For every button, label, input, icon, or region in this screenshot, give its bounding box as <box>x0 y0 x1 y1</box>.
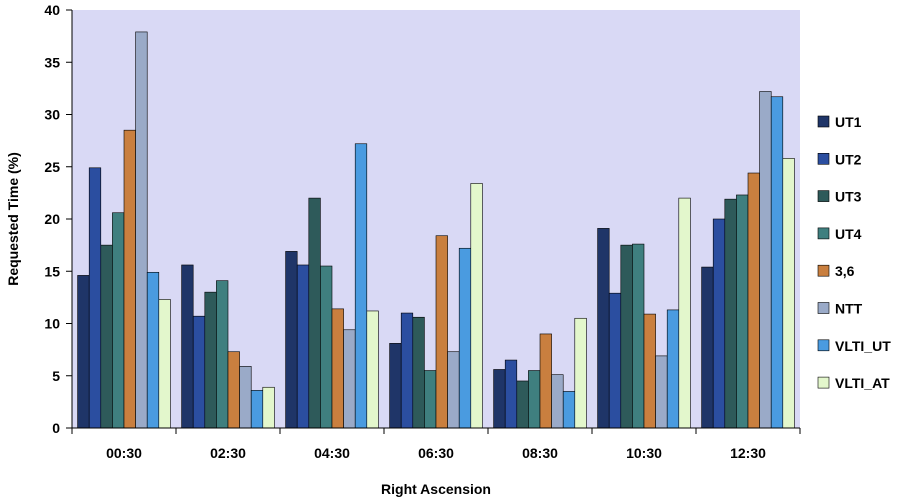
legend-label: VLTI_AT <box>835 375 890 391</box>
bar-ut4-0630 <box>424 370 437 429</box>
bar-ntt-0630 <box>447 351 460 429</box>
bar-vlti-ut-1230 <box>770 96 784 429</box>
y-tick-label: 15 <box>44 263 60 279</box>
legend-swatch <box>817 264 830 277</box>
y-axis-ticks: 0 5 10 15 20 25 30 35 40 <box>44 2 72 436</box>
bar-3-6-0230 <box>227 351 240 429</box>
bar-vlti-at-1030 <box>678 197 691 429</box>
legend-swatch <box>817 339 830 352</box>
legend-swatch <box>817 115 830 128</box>
bar-vlti-ut-1030 <box>666 309 680 429</box>
legend-swatch <box>817 153 830 165</box>
legend-label: UT3 <box>835 189 862 205</box>
bar-vlti-at-0230 <box>262 386 275 429</box>
legend-label: UT4 <box>835 226 862 242</box>
y-tick-label: 20 <box>44 211 60 227</box>
bar-3-6-0430 <box>331 308 344 429</box>
bar-ut4-0030 <box>112 212 125 429</box>
y-axis-title: Requested Time (%) <box>5 152 21 286</box>
legend-swatch <box>817 227 830 240</box>
x-tick-label: 06:30 <box>418 445 454 461</box>
x-tick-label: 02:30 <box>210 445 246 461</box>
bar-vlti-ut-0830 <box>562 391 576 429</box>
bar-ut1-0230 <box>181 264 194 429</box>
y-tick-label: 5 <box>52 368 60 384</box>
x-tick-label: 04:30 <box>314 445 350 461</box>
bar-ut2-0830 <box>504 359 518 429</box>
legend-label: UT2 <box>835 151 862 167</box>
bar-ut2-0630 <box>400 312 414 429</box>
legend-label: 3,6 <box>835 263 855 279</box>
legend-swatch <box>817 302 830 314</box>
bar-vlti-ut-0230 <box>250 390 264 429</box>
y-tick-label: 0 <box>52 420 60 436</box>
legend-swatch <box>817 376 830 389</box>
bar-ut4-0230 <box>216 280 229 429</box>
x-tick-label: 00:30 <box>106 445 142 461</box>
bar-ut1-0430 <box>285 251 298 429</box>
bar-ut3-1230 <box>724 198 737 429</box>
legend-label: VLTI_UT <box>835 338 891 354</box>
bar-3-6-0630 <box>435 235 448 429</box>
bars-group <box>77 31 795 429</box>
bar-ntt-0430 <box>343 329 356 429</box>
bar-ut1-0030 <box>77 275 90 429</box>
y-tick-label: 10 <box>44 316 60 332</box>
bar-3-6-1230 <box>747 172 760 429</box>
bar-ut2-0230 <box>192 315 206 429</box>
bar-ntt-1230 <box>759 91 772 429</box>
legend-swatch <box>817 190 830 202</box>
bar-ut1-1030 <box>597 228 610 429</box>
bar-ut1-1230 <box>701 266 714 429</box>
legend: UT1 UT2 UT3 UT4 3,6 NTT VLTI_UT VLTI_AT <box>817 114 891 391</box>
y-tick-label: 25 <box>44 159 60 175</box>
bar-ut3-0630 <box>412 316 425 429</box>
x-tick-label: 10:30 <box>626 445 662 461</box>
bar-ut2-0030 <box>88 167 102 429</box>
bar-3-6-1030 <box>643 313 656 429</box>
bar-vlti-ut-0030 <box>146 271 160 429</box>
bar-ntt-0030 <box>135 31 148 429</box>
x-tick-label: 08:30 <box>522 445 558 461</box>
bar-ut3-0830 <box>516 380 529 429</box>
bar-ut4-0430 <box>320 265 333 429</box>
bar-ut2-1230 <box>712 218 726 429</box>
x-axis-title: Right Ascension <box>381 481 491 497</box>
bar-ut4-1230 <box>736 194 749 429</box>
bar-ut2-1030 <box>608 292 622 429</box>
y-tick-label: 30 <box>44 107 60 123</box>
bar-ut3-1030 <box>620 244 633 429</box>
bar-ut3-0030 <box>100 244 113 429</box>
bar-vlti-at-0630 <box>470 183 483 429</box>
bar-vlti-ut-0630 <box>458 247 472 429</box>
bar-vlti-at-0830 <box>574 317 587 429</box>
bar-ntt-0230 <box>239 366 252 429</box>
bar-ut1-0630 <box>389 343 402 429</box>
bar-vlti-at-0030 <box>158 299 171 429</box>
y-tick-label: 40 <box>44 2 60 18</box>
bar-ut3-0430 <box>308 197 321 429</box>
legend-label: UT1 <box>835 114 862 130</box>
bar-ut4-1030 <box>632 243 645 429</box>
bar-vlti-at-1230 <box>782 158 795 429</box>
y-tick-label: 35 <box>44 54 60 70</box>
bar-ut2-0430 <box>296 264 310 429</box>
x-axis-ticks: 00:30 02:30 04:30 06:30 08:30 10:30 12:30 <box>71 428 801 461</box>
bar-ut1-0830 <box>493 369 506 429</box>
bar-3-6-0030 <box>123 129 136 429</box>
x-tick-label: 12:30 <box>730 445 766 461</box>
bar-ut3-0230 <box>204 291 217 429</box>
bar-3-6-0830 <box>539 333 552 429</box>
bar-vlti-at-0430 <box>366 310 379 429</box>
bar-ntt-1030 <box>655 355 668 429</box>
bar-ut4-0830 <box>528 370 541 429</box>
legend-label: NTT <box>835 301 863 317</box>
bar-vlti-ut-0430 <box>354 143 368 429</box>
bar-ntt-0830 <box>551 374 564 429</box>
